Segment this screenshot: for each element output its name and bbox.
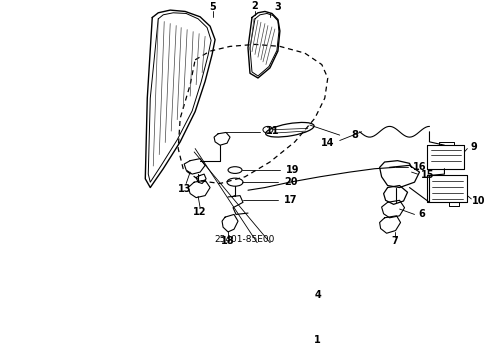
Text: 4: 4 (315, 290, 321, 300)
Text: 20: 20 (284, 177, 297, 187)
Text: 15: 15 (421, 170, 434, 180)
Text: 16: 16 (413, 162, 426, 172)
Text: 18: 18 (221, 236, 235, 246)
Text: 12: 12 (194, 207, 207, 217)
Text: 7: 7 (391, 236, 398, 246)
Text: 17: 17 (284, 195, 297, 205)
Text: 5: 5 (210, 3, 217, 12)
Text: 6: 6 (418, 210, 425, 220)
Text: 9: 9 (471, 141, 478, 152)
Text: 19: 19 (286, 165, 299, 175)
Text: 11: 11 (266, 126, 280, 136)
Text: 10: 10 (471, 196, 485, 206)
Text: 25401-85E00: 25401-85E00 (215, 235, 275, 244)
Text: 13: 13 (178, 184, 192, 194)
Text: 3: 3 (274, 3, 281, 12)
Text: 1: 1 (315, 335, 321, 345)
Text: 14: 14 (321, 138, 335, 148)
Text: 8: 8 (351, 130, 358, 140)
Text: 2: 2 (251, 1, 258, 11)
